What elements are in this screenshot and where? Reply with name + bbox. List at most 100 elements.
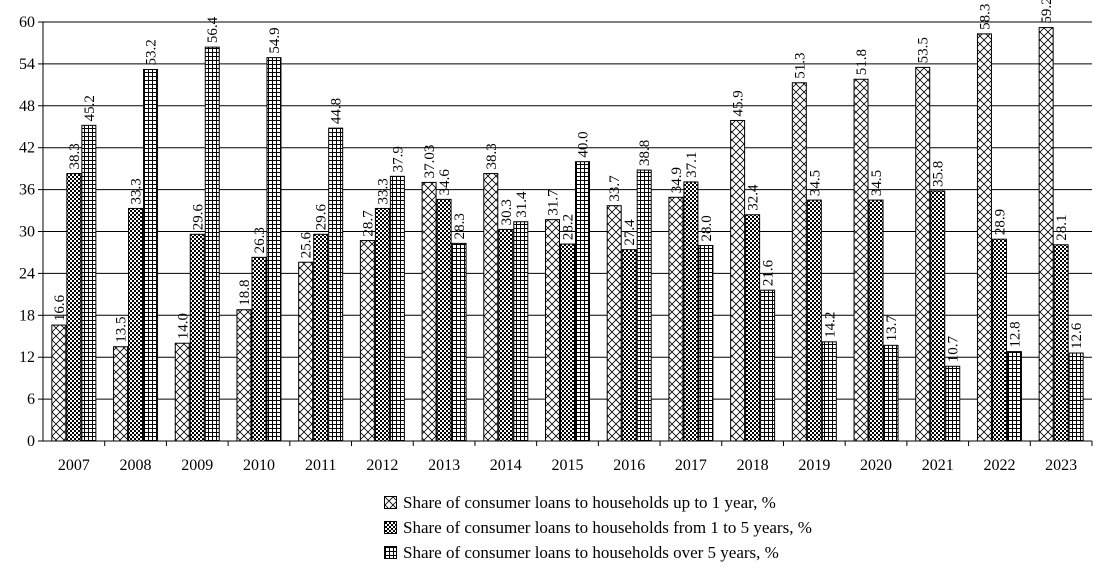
x-tick-label: 2011: [305, 457, 336, 474]
y-tick-label: 48: [19, 98, 35, 115]
x-tick-label: 2008: [120, 457, 152, 474]
data-label: 51.3: [792, 53, 808, 79]
bar: [683, 181, 699, 442]
x-tick-label: 2007: [58, 457, 90, 474]
data-label: 32.4: [746, 184, 762, 211]
bar: [483, 173, 499, 442]
y-tick-label: 18: [19, 307, 35, 324]
data-label: 26.3: [252, 227, 268, 253]
legend: Share of consumer loans to households up…: [384, 490, 812, 565]
legend-label-1-to-5-years: Share of consumer loans to households fr…: [403, 518, 812, 537]
bar: [81, 124, 97, 442]
bar: [298, 261, 314, 442]
legend-item-up-to-1-year: Share of consumer loans to households up…: [384, 490, 812, 515]
bar: [915, 66, 931, 442]
data-label: 31.7: [546, 189, 562, 216]
data-label: 40.0: [576, 131, 592, 157]
bar: [560, 243, 575, 442]
bar: [421, 181, 437, 442]
data-label: 34.6: [437, 169, 453, 196]
data-label: 33.3: [129, 178, 145, 204]
data-label: 33.3: [375, 178, 391, 204]
bar: [1068, 352, 1084, 442]
bar: [545, 219, 560, 442]
x-tick-label: 2020: [860, 457, 892, 474]
legend-label-up-to-1-year: Share of consumer loans to households up…: [403, 493, 776, 512]
data-label: 56.4: [205, 16, 221, 43]
bar: [698, 244, 714, 442]
bar: [1053, 244, 1069, 442]
data-label: 34.9: [669, 167, 685, 193]
axes: 0 6 12 18 24 30 36 42 48 54 60 2007 2008 2009 2010 2011…: [19, 14, 1093, 474]
data-label: 33.7: [607, 175, 623, 202]
dense-pattern-swatch-icon: [384, 521, 397, 534]
data-label: 37.1: [684, 152, 700, 178]
bar: [436, 198, 452, 442]
y-tick-label: 6: [27, 391, 35, 408]
data-label: 13.7: [884, 315, 900, 342]
bar: [636, 169, 652, 442]
bar: [668, 196, 684, 442]
bar: [374, 207, 390, 442]
legend-label-over-5-years: Share of consumer loans to households ov…: [403, 543, 779, 562]
bar: [606, 205, 622, 442]
data-label: 34.5: [869, 170, 885, 196]
data-label: 58.3: [977, 4, 993, 30]
data-label: 37.03: [422, 145, 438, 179]
data-label: 28.1: [1054, 215, 1070, 241]
bar: [51, 324, 67, 442]
data-label: 14.2: [822, 312, 838, 338]
data-label: 38.8: [637, 140, 653, 166]
data-label: 27.4: [622, 219, 638, 246]
data-label: 10.7: [946, 336, 962, 363]
data-label: 59.2: [1039, 0, 1055, 24]
bar: [189, 233, 205, 442]
legend-item-1-to-5-years: Share of consumer loans to households fr…: [384, 515, 812, 540]
x-tick-label: 2021: [922, 457, 954, 474]
bar: [853, 78, 869, 442]
x-tick-label: 2022: [983, 457, 1015, 474]
data-label: 51.8: [854, 49, 870, 75]
bar: [730, 119, 746, 442]
data-label: 34.5: [807, 170, 823, 196]
bar: [945, 365, 961, 442]
bar: [745, 214, 761, 442]
y-tick-label: 54: [19, 56, 35, 73]
bar: [883, 344, 899, 442]
data-label: 30.3: [499, 199, 515, 225]
data-label: 12.6: [1069, 322, 1085, 349]
x-tick-label: 2023: [1045, 457, 1077, 474]
legend-item-over-5-years: Share of consumer loans to households ov…: [384, 540, 812, 565]
crosshatch-swatch-icon: [384, 496, 397, 509]
bar-chart: 16.6 38.3 45.2 13.5 33.3 53.2 14.0 29.6 56.4 18.8…: [19, 0, 1093, 474]
y-tick-label: 24: [19, 265, 35, 282]
x-tick-label: 2016: [613, 457, 645, 474]
grid-pattern-swatch-icon: [384, 546, 397, 559]
data-label: 28.9: [992, 209, 1008, 235]
data-label: 37.9: [390, 146, 406, 172]
x-tick-label: 2015: [552, 457, 584, 474]
data-label: 31.4: [514, 191, 530, 218]
data-label: 45.9: [731, 90, 747, 116]
y-tick-label: 0: [27, 433, 35, 450]
x-tick-label: 2018: [737, 457, 769, 474]
bar: [791, 82, 807, 442]
data-label: 28.3: [452, 213, 468, 239]
y-tick-label: 30: [19, 224, 35, 241]
bar: [204, 46, 220, 442]
data-label: 53.2: [144, 39, 160, 65]
bar: [621, 249, 637, 442]
bar: [266, 57, 282, 442]
y-tick-label: 12: [19, 349, 35, 366]
bar: [821, 341, 837, 442]
data-label: 29.6: [190, 204, 206, 231]
bar: [236, 309, 252, 442]
bar: [930, 190, 946, 442]
y-tick-label: 36: [19, 182, 35, 199]
data-label: 54.9: [267, 27, 283, 53]
data-label: 16.6: [52, 294, 68, 321]
y-tick-label: 60: [19, 14, 35, 31]
y-tick-label: 42: [19, 140, 35, 157]
data-label: 44.8: [329, 98, 345, 124]
bars: [51, 27, 1084, 442]
